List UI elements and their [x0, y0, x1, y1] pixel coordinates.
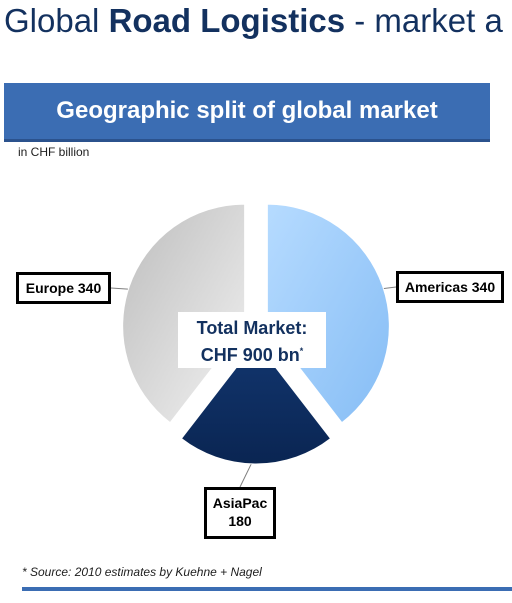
source-footnote: * Source: 2010 estimates by Kuehne + Nag…: [22, 565, 262, 579]
page-title-suffix: - market a: [345, 2, 503, 39]
bottom-divider: [22, 587, 512, 591]
slice-label-asiapac-name: AsiaPac: [212, 495, 268, 511]
slice-label-americas: Americas 340: [396, 271, 504, 303]
chart-unit-subtitle: in CHF billion: [18, 145, 90, 159]
total-market-line1: Total Market:: [196, 318, 308, 338]
slice-label-asiapac-value: 180: [228, 513, 252, 529]
slice-label-europe: Europe 340: [16, 272, 111, 304]
page-title-bold: Road Logistics: [108, 2, 346, 39]
page-title-prefix: Global: [4, 2, 109, 39]
total-market-label: Total Market: CHF 900 bn*: [178, 312, 326, 368]
total-market-line2: CHF 900 bn*: [178, 340, 326, 367]
pie-slice-americas: [266, 203, 390, 424]
page-title: Global Road Logistics - market a: [4, 0, 503, 42]
pie-slice-asiapac: [180, 341, 332, 465]
slice-label-asiapac: AsiaPac 180: [204, 487, 276, 539]
total-market-value: CHF 900 bn: [200, 345, 300, 365]
total-market-footnote-mark: *: [299, 346, 304, 356]
chart-title-banner: Geographic split of global market: [4, 83, 490, 142]
